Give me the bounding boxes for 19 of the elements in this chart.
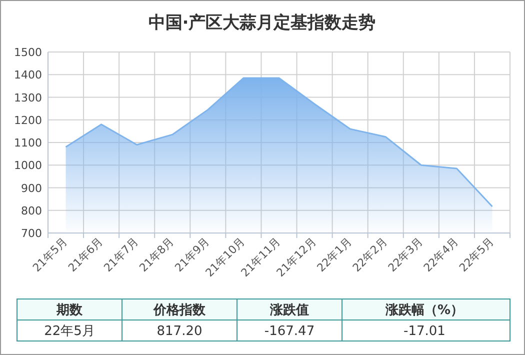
text: 期数 [56, 303, 84, 318]
y-tick-label: 1300 [14, 91, 42, 104]
y-tick-label: 700 [21, 227, 42, 240]
y-tick-label: 1400 [14, 68, 42, 82]
text: 价格指数 [152, 303, 206, 318]
y-tick-label: 800 [21, 204, 42, 218]
y-tick-label: 1500 [14, 46, 42, 59]
text: -17.01 [404, 324, 446, 339]
text: 22年5月 [44, 324, 95, 339]
text: 817.20 [156, 324, 202, 339]
text: 涨跌值 [269, 303, 309, 318]
y-tick-label: 1100 [14, 136, 42, 150]
chart-title: 中国·产区大蒜月定基指数走势 [148, 13, 376, 33]
y-tick-label: 1000 [14, 159, 42, 172]
text: 涨跌幅（%） [384, 303, 464, 318]
x-tick-label: 22年5月 [456, 234, 496, 275]
y-tick-label: 1200 [14, 114, 42, 127]
y-tick-label: 900 [21, 182, 42, 195]
text: -167.47 [264, 324, 315, 339]
